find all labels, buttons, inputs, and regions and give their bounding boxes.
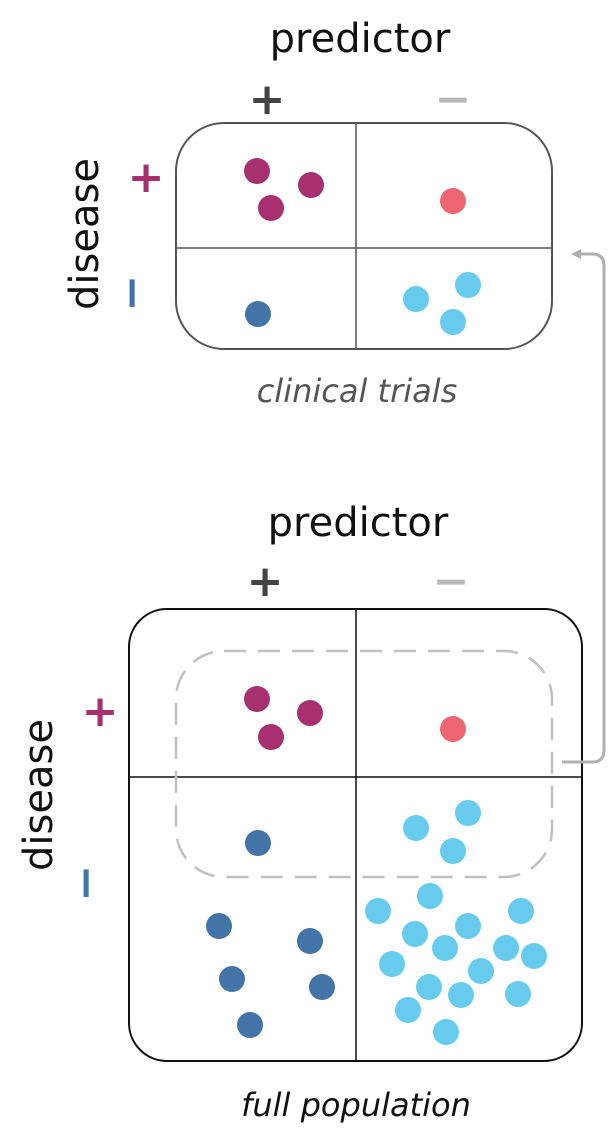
bottom-true-positive-dots	[244, 686, 323, 750]
bottom-disease-minus: −	[60, 865, 111, 902]
bottom-disease-label: disease	[16, 719, 62, 871]
dot	[245, 301, 271, 327]
bottom-false-positive-dots	[440, 716, 466, 742]
bottom-predictor-plus: +	[247, 556, 284, 607]
dot	[298, 172, 324, 198]
top-grid-frame	[175, 122, 553, 350]
dot	[521, 943, 547, 969]
dot	[297, 928, 323, 954]
dot	[455, 800, 481, 826]
bottom-disease-plus: +	[82, 686, 119, 737]
top-disease-label: disease	[62, 158, 108, 310]
dot	[245, 830, 271, 856]
bottom-caption: full population	[241, 1086, 471, 1124]
dot	[433, 1019, 459, 1045]
dot	[379, 951, 405, 977]
dot	[258, 195, 284, 221]
dot	[403, 286, 429, 312]
top-panel: predictor + − disease + − clinical trial…	[62, 16, 553, 410]
dot	[493, 935, 519, 961]
top-disease-plus: +	[128, 152, 165, 203]
dot	[297, 700, 323, 726]
top-predictor-minus: −	[435, 74, 472, 125]
dot	[244, 158, 270, 184]
dot	[237, 1012, 263, 1038]
dot	[365, 898, 391, 924]
top-false-positive-dots	[440, 188, 466, 214]
dot	[395, 997, 421, 1023]
top-predictor-title: predictor	[270, 16, 451, 62]
bottom-true-negative-dots	[365, 800, 547, 1045]
bottom-predictor-minus: −	[433, 556, 470, 607]
top-true-positive-dots	[244, 158, 324, 221]
dot	[440, 716, 466, 742]
dot	[402, 921, 428, 947]
top-predictor-plus: +	[249, 74, 286, 125]
subset-connector-arrow	[562, 249, 606, 764]
dot	[440, 309, 466, 335]
dot	[403, 815, 429, 841]
dot	[432, 935, 458, 961]
top-caption: clinical trials	[257, 372, 458, 410]
dot	[206, 913, 232, 939]
dot	[440, 188, 466, 214]
trial-subset-dashed-outline	[174, 649, 554, 879]
dot	[219, 966, 245, 992]
top-true-negative-dots	[403, 272, 481, 335]
dot	[258, 724, 284, 750]
top-false-negative-dots	[245, 301, 271, 327]
dot	[416, 974, 442, 1000]
dot	[468, 958, 494, 984]
dot	[244, 686, 270, 712]
dot	[440, 838, 466, 864]
dot	[505, 981, 531, 1007]
bottom-predictor-title: predictor	[268, 500, 449, 546]
top-disease-minus: −	[106, 275, 157, 312]
dot	[417, 883, 443, 909]
dot	[508, 898, 534, 924]
bottom-false-negative-dots	[206, 830, 335, 1038]
dot	[455, 913, 481, 939]
dot	[448, 982, 474, 1008]
dot	[309, 974, 335, 1000]
dot	[455, 272, 481, 298]
bottom-panel: predictor + − disease + −	[16, 500, 583, 1124]
